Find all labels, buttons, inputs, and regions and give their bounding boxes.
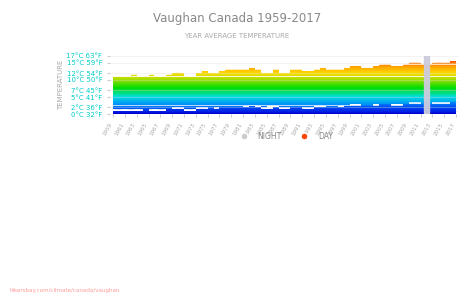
Y-axis label: TEMPERATURE: TEMPERATURE [58, 60, 64, 110]
Text: YEAR AVERAGE TEMPERATURE: YEAR AVERAGE TEMPERATURE [184, 33, 290, 38]
Bar [424, 56, 429, 114]
Text: hikersbay.com/climate/canada/vaughan: hikersbay.com/climate/canada/vaughan [9, 288, 120, 293]
Text: Vaughan Canada 1959-2017: Vaughan Canada 1959-2017 [153, 12, 321, 25]
Legend: NIGHT, DAY: NIGHT, DAY [233, 129, 336, 144]
